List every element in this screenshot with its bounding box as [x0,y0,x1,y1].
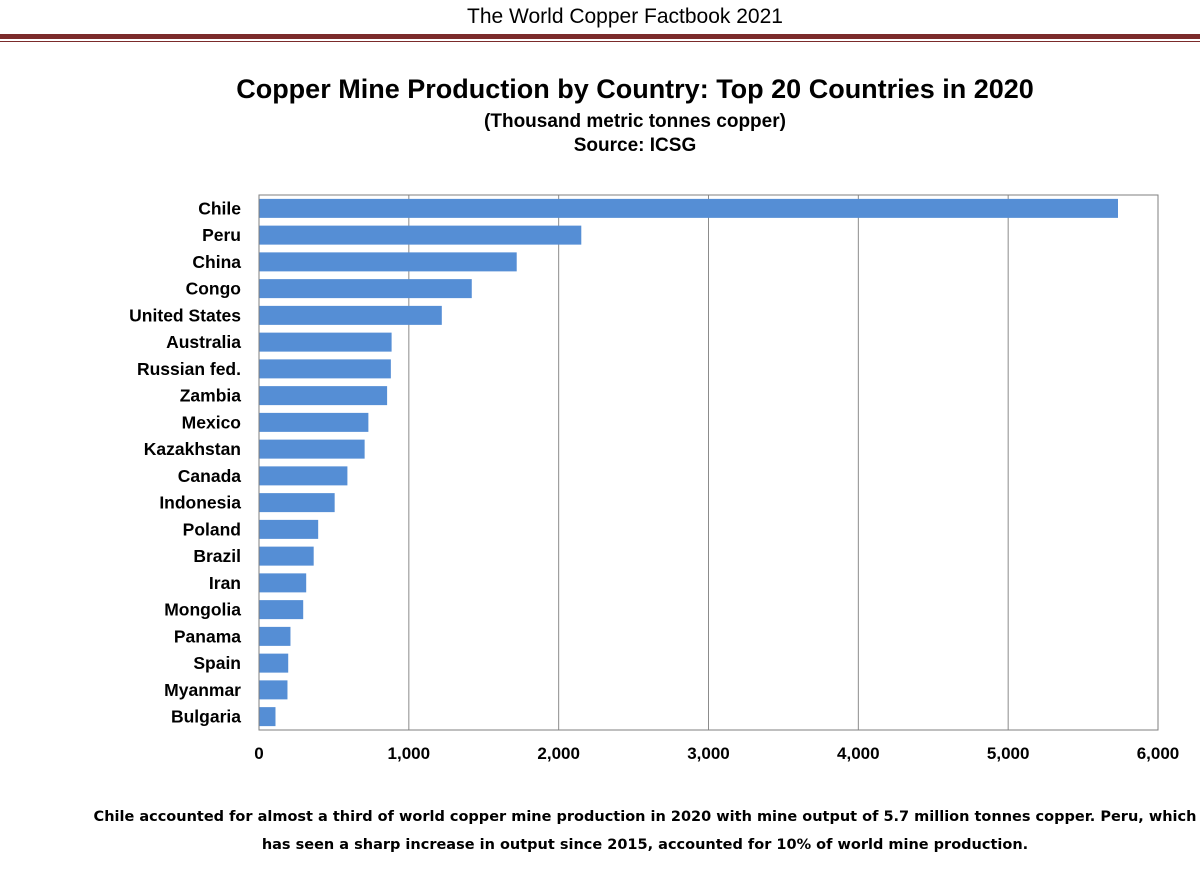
bar-congo [259,279,472,299]
x-tick-label: 4,000 [837,744,880,763]
category-label: Peru [202,225,241,245]
header-divider-thin [0,41,1200,42]
bar-canada [259,466,348,486]
category-label: Mongolia [164,600,241,620]
category-label: Canada [178,466,241,486]
bar-zambia [259,386,388,406]
x-tick-label: 2,000 [537,744,580,763]
category-label: Zambia [180,386,242,406]
category-label: Chile [198,198,241,218]
bar-chart: Chile Peru China Congo United States Australi… [129,194,1179,763]
bar-panama [259,626,291,646]
category-label: Poland [183,519,241,539]
category-label: United States [129,305,241,325]
bar-brazil [259,546,314,566]
x-tick-label: 6,000 [1137,744,1180,763]
bar-spain [259,653,289,673]
chart-gridlines [408,195,1009,730]
category-label: Brazil [193,546,241,566]
category-label: Myanmar [164,680,241,700]
bar-united-states [259,305,442,325]
bar-iran [259,573,307,593]
category-label: China [192,252,241,272]
x-tick-label: 5,000 [987,744,1030,763]
x-tick-label: 1,000 [388,744,431,763]
value-axis-labels: 0 1,000 2,000 3,000 4,000 5,000 6,000 [254,744,1179,763]
category-label: Australia [166,332,241,352]
category-label: Iran [209,573,241,593]
category-axis-labels: Chile Peru China Congo United States Australi… [129,198,241,726]
category-label: Russian fed. [137,359,241,379]
bar-russian-fed [259,359,391,379]
factbook-header-title: The World Copper Factbook 2021 [467,5,783,28]
category-label: Kazakhstan [144,439,241,459]
bar-australia [259,332,392,352]
bar-mongolia [259,600,304,620]
bar-kazakhstan [259,439,365,459]
bar-peru [259,225,582,245]
chart-title: Copper Mine Production by Country: Top 2… [236,74,1034,104]
bar-indonesia [259,493,335,513]
bar-myanmar [259,680,288,700]
chart-source: Source: ICSG [573,135,697,156]
bar-chile [259,198,1118,218]
chart-subtitle: (Thousand metric tonnes copper) [484,111,786,132]
bar-bulgaria [259,707,276,727]
footnote-line-2: has seen a sharp increase in output sinc… [261,837,1029,853]
category-label: Mexico [182,412,241,432]
footnote-line-1: Chile accounted for almost a third of wo… [93,809,1197,825]
category-label: Congo [186,279,241,299]
category-label: Indonesia [159,493,241,513]
chart-bars [259,198,1118,727]
bar-mexico [259,412,369,432]
header-divider-thick [0,34,1200,39]
x-tick-label: 3,000 [687,744,730,763]
bar-poland [259,519,319,539]
category-label: Spain [193,653,241,673]
bar-china [259,252,517,272]
category-label: Panama [174,626,241,646]
x-tick-label: 0 [254,744,263,763]
category-label: Bulgaria [171,707,241,727]
plot-area-frame [258,194,1159,731]
